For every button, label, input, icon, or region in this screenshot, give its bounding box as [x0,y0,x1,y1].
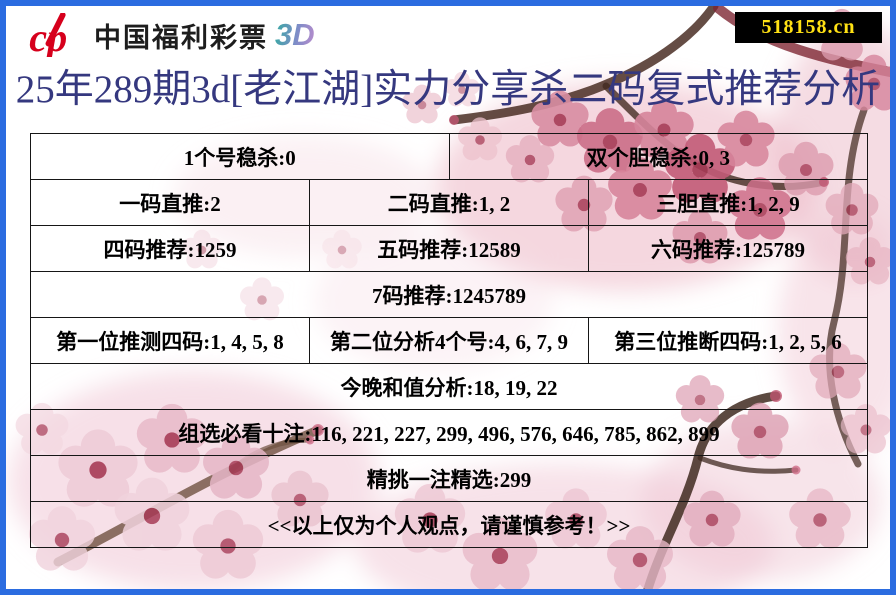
header: cp 中国福利彩票 3D [6,12,890,58]
board-cell: 六码推荐:125789 [588,225,868,272]
board-cell: 第二位分析4个号:4, 6, 7, 9 [309,317,589,364]
prediction-board: 1个号稳杀:0 双个胆稳杀:0, 3 一码直推:2 二码直推:1, 2 三胆直推:1, … [30,133,868,548]
board-cell: 精挑一注精选:299 [30,455,868,502]
board-cell: 双个胆稳杀:0, 3 [448,133,868,180]
table-row: 1个号稳杀:0 双个胆稳杀:0, 3 [30,133,868,180]
table-row: 今晚和值分析:18, 19, 22 [30,363,868,410]
board-cell: 一码直推:2 [30,179,310,226]
table-row: 7码推荐:1245789 [30,271,868,318]
board-cell: 今晚和值分析:18, 19, 22 [30,363,868,410]
board-cell: 四码推荐:1259 [30,225,310,272]
table-row: 组选必看十注:116, 221, 227, 299, 496, 576, 646… [30,409,868,456]
board-cell: 1个号稳杀:0 [30,133,450,180]
table-row: <<以上仅为个人观点，请谨慎参考！>> [30,501,868,548]
cp-logo-letters: cp [29,15,67,57]
logo-text: 中国福利彩票 [94,22,268,53]
table-row: 一码直推:2 二码直推:1, 2 三胆直推:1, 2, 9 [30,179,868,226]
site-watermark-badge: 518158.cn [735,12,882,43]
board-cell: 第一位推测四码:1, 4, 5, 8 [30,317,310,364]
board-cell: 组选必看十注:116, 221, 227, 299, 496, 576, 646… [30,409,868,456]
board-cell: 7码推荐:1245789 [30,271,868,318]
table-row: 四码推荐:1259 五码推荐:12589 六码推荐:125789 [30,225,868,272]
board-cell: 五码推荐:12589 [309,225,589,272]
board-cell: 二码直推:1, 2 [309,179,589,226]
cp-logo-icon: cp [29,13,67,57]
page-title: 25年289期3d[老江湖]实力分享杀二码复式推荐分析 [15,68,881,111]
table-row: 第一位推测四码:1, 4, 5, 8 第二位分析4个号:4, 6, 7, 9 第三位… [30,317,868,364]
board-cell: 三胆直推:1, 2, 9 [588,179,868,226]
logo-3d-suffix: 3D [275,17,315,52]
board-cell: <<以上仅为个人观点，请谨慎参考！>> [30,501,868,548]
board-cell: 第三位推断四码:1, 2, 5, 6 [588,317,868,364]
table-row: 精挑一注精选:299 [30,455,868,502]
